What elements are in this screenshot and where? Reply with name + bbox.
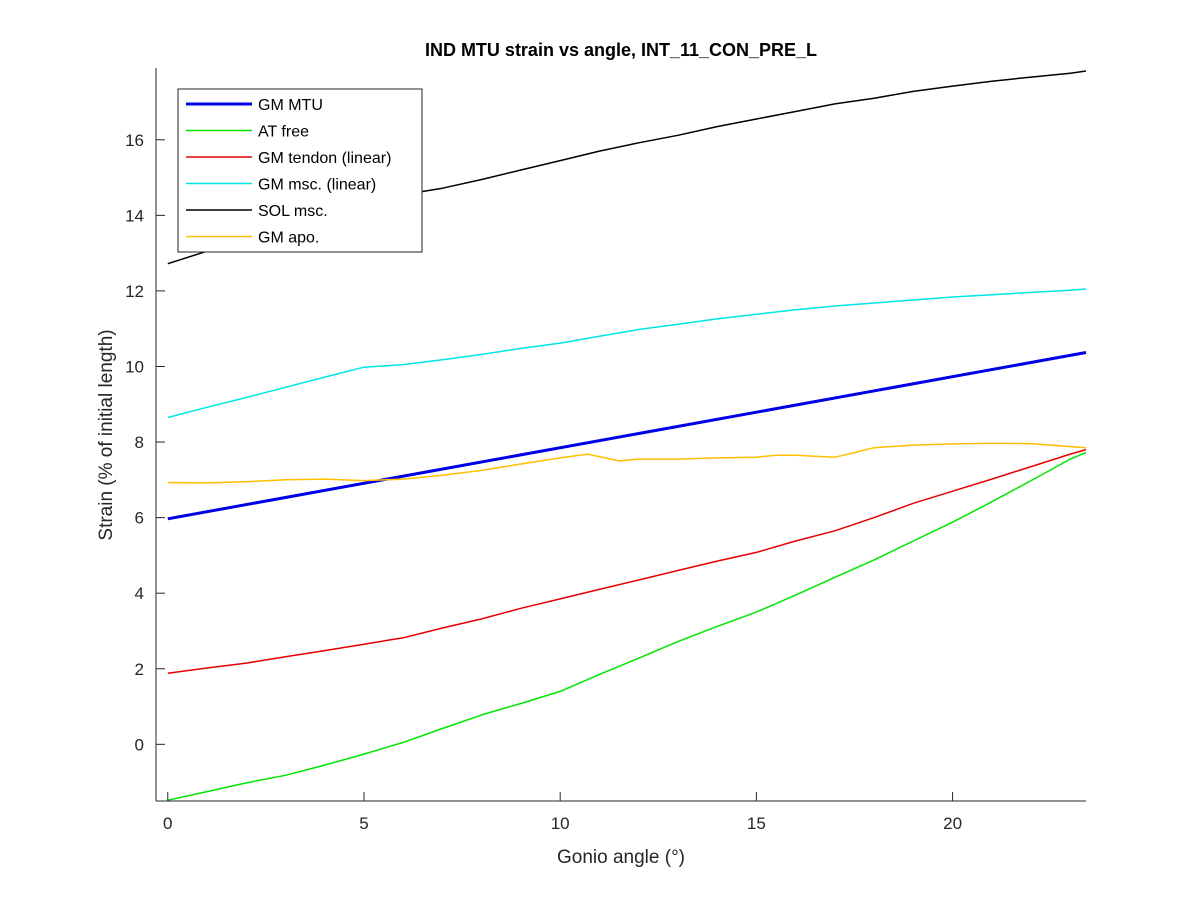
series-line-0 bbox=[167, 351, 1087, 521]
y-tick-label: 4 bbox=[135, 584, 144, 603]
legend-label-1: AT free bbox=[258, 124, 309, 141]
legend-label-0: GM MTU bbox=[258, 97, 323, 114]
y-tick-label: 0 bbox=[135, 735, 144, 754]
y-tick-label: 10 bbox=[125, 357, 144, 376]
legend-label-5: GM apo. bbox=[258, 230, 319, 247]
x-tick-label: 15 bbox=[747, 814, 766, 833]
series-layer bbox=[167, 70, 1087, 801]
y-tick-label: 2 bbox=[135, 660, 144, 679]
y-ticks: 0 2 4 6 8 10 12 14 16 bbox=[125, 131, 165, 754]
series-line-5 bbox=[167, 442, 1087, 484]
x-ticks: 0 5 10 15 20 bbox=[163, 792, 962, 833]
x-axis-label: Gonio angle (°) bbox=[557, 847, 685, 868]
legend-label-3: GM msc. (linear) bbox=[258, 177, 376, 194]
series-line-3 bbox=[167, 288, 1087, 419]
y-axis-label: Strain (% of initial length) bbox=[96, 329, 117, 540]
x-tick-label: 0 bbox=[163, 814, 172, 833]
y-tick-label: 14 bbox=[125, 206, 144, 225]
legend: GM MTU AT free GM tendon (linear) GM msc. (… bbox=[177, 88, 423, 253]
x-tick-label: 20 bbox=[943, 814, 962, 833]
x-tick-label: 10 bbox=[551, 814, 570, 833]
y-tick-label: 6 bbox=[135, 509, 144, 528]
legend-label-2: GM tendon (linear) bbox=[258, 150, 391, 167]
y-tick-label: 8 bbox=[135, 433, 144, 452]
legend-label-4: SOL msc. bbox=[258, 203, 328, 220]
legend-box bbox=[177, 88, 423, 253]
x-tick-label: 5 bbox=[359, 814, 368, 833]
series-line-2 bbox=[167, 448, 1087, 675]
chart-title: IND MTU strain vs angle, INT_11_CON_PRE_… bbox=[425, 40, 817, 60]
y-tick-label: 16 bbox=[125, 131, 144, 150]
y-tick-label: 12 bbox=[125, 282, 144, 301]
series-line-1 bbox=[167, 451, 1087, 801]
axes-layer bbox=[155, 68, 1086, 802]
